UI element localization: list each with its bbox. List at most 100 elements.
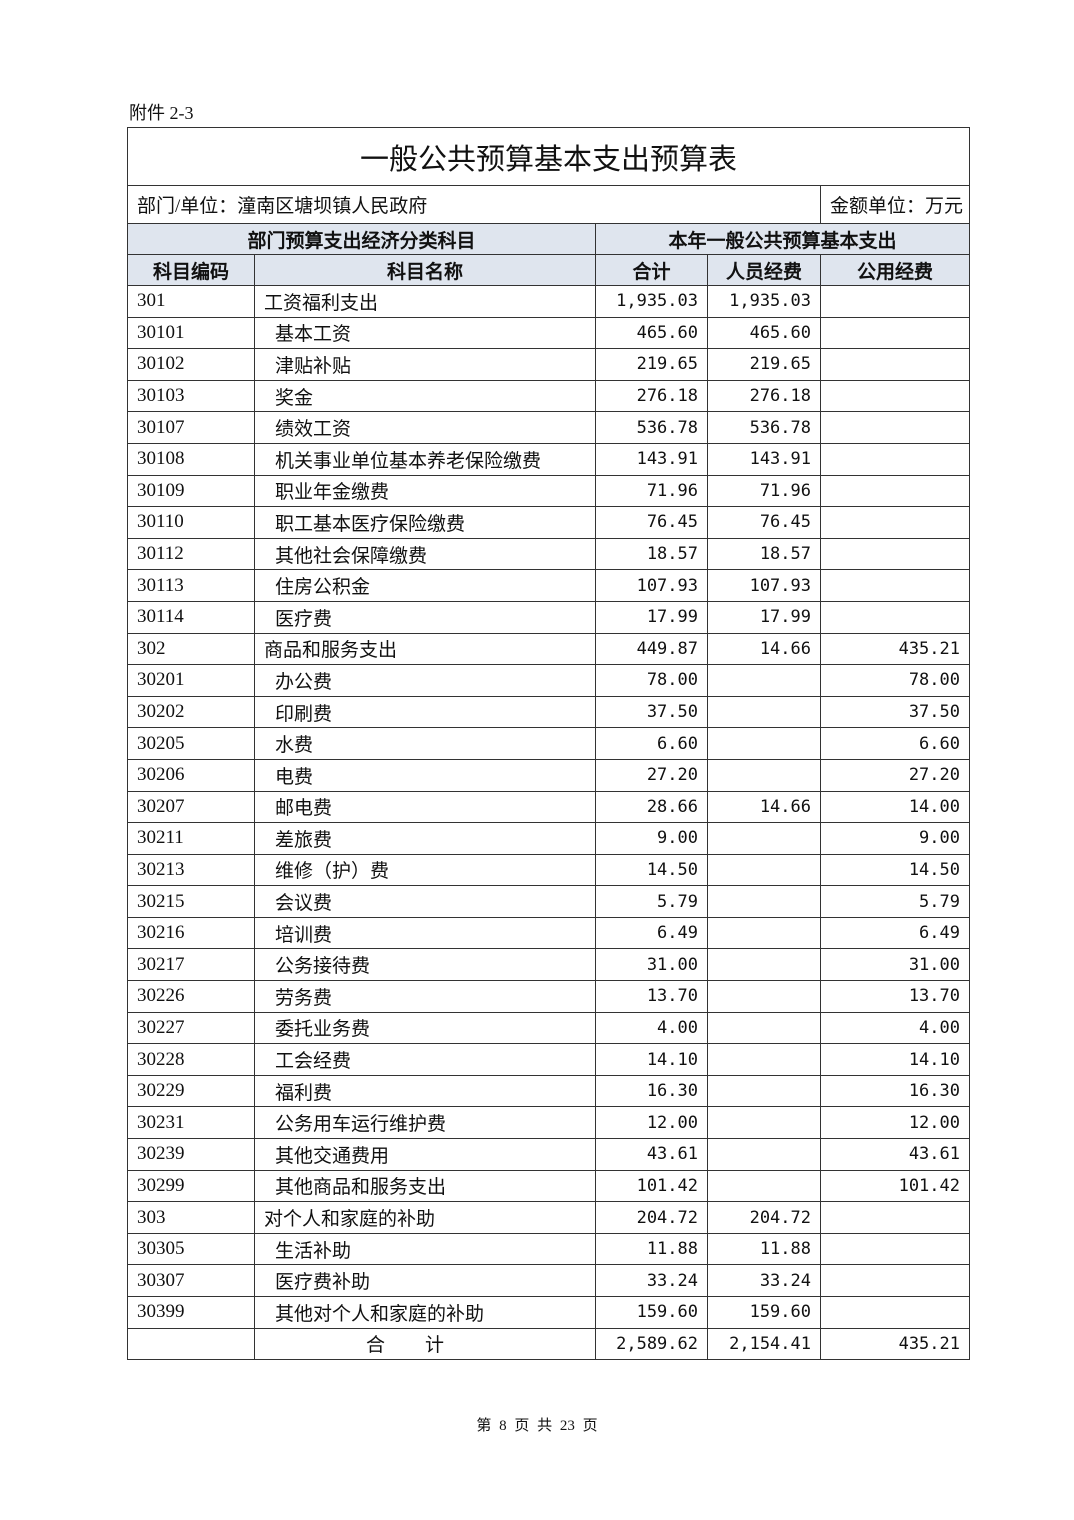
cell-public: 101.42 xyxy=(820,1169,970,1203)
cell-total: 28.66 xyxy=(595,790,708,824)
cell-code: 30217 xyxy=(127,948,255,982)
cell-public xyxy=(820,474,970,508)
cell-personnel: 14.66 xyxy=(707,632,821,666)
cell-name: 差旅费 xyxy=(254,822,596,855)
col-header-name: 科目名称 xyxy=(254,254,596,286)
table-row: 30227 委托业务费 4.00 4.00 xyxy=(127,1011,970,1045)
cell-public xyxy=(820,348,970,381)
table-row: 30307 医疗费补助 33.24 33.24 xyxy=(127,1264,970,1297)
cell-code: 30202 xyxy=(127,695,255,729)
cell-public: 14.10 xyxy=(820,1043,970,1076)
cell-code: 30305 xyxy=(127,1232,255,1266)
cell-personnel xyxy=(707,822,821,855)
table-row: 30305 生活补助 11.88 11.88 xyxy=(127,1232,970,1266)
cell-name: 维修（护）费 xyxy=(254,853,596,887)
cell-personnel: 276.18 xyxy=(707,379,821,413)
cell-personnel xyxy=(707,916,821,950)
table-row: 30205 水费 6.60 6.60 xyxy=(127,727,970,760)
cell-public: 16.30 xyxy=(820,1074,970,1108)
cell-name: 劳务费 xyxy=(254,980,596,1013)
cell-personnel: 219.65 xyxy=(707,348,821,381)
total-public: 435.21 xyxy=(820,1327,970,1360)
table-row: 30211 差旅费 9.00 9.00 xyxy=(127,822,970,855)
cell-personnel xyxy=(707,1074,821,1108)
cell-total: 27.20 xyxy=(595,758,708,792)
cell-name: 其他对个人和家庭的补助 xyxy=(254,1296,596,1329)
cell-name: 对个人和家庭的补助 xyxy=(254,1201,596,1234)
cell-code: 30110 xyxy=(127,506,255,539)
table-row: 30103 奖金 276.18 276.18 xyxy=(127,379,970,413)
cell-code: 30107 xyxy=(127,411,255,444)
cell-personnel: 11.88 xyxy=(707,1232,821,1266)
cell-name: 住房公积金 xyxy=(254,569,596,602)
total-personnel: 2,154.41 xyxy=(707,1327,821,1360)
table-row: 30207 邮电费 28.66 14.66 14.00 xyxy=(127,790,970,824)
cell-name: 奖金 xyxy=(254,379,596,413)
cell-name: 电费 xyxy=(254,758,596,792)
cell-name: 水费 xyxy=(254,727,596,760)
cell-personnel: 143.91 xyxy=(707,442,821,476)
department-label: 部门/单位：潼南区塘坝镇人民政府 xyxy=(127,185,821,224)
table-row: 30202 印刷费 37.50 37.50 xyxy=(127,695,970,729)
cell-public xyxy=(820,1264,970,1297)
cell-personnel xyxy=(707,948,821,982)
cell-personnel: 159.60 xyxy=(707,1296,821,1329)
cell-total: 14.50 xyxy=(595,853,708,887)
cell-code: 30299 xyxy=(127,1169,255,1203)
cell-personnel xyxy=(707,1106,821,1140)
table-row: 301 工资福利支出 1,935.03 1,935.03 xyxy=(127,285,970,318)
cell-name: 印刷费 xyxy=(254,695,596,729)
cell-code: 30207 xyxy=(127,790,255,824)
table-row: 30216 培训费 6.49 6.49 xyxy=(127,916,970,950)
cell-code xyxy=(127,1327,255,1360)
cell-total: 143.91 xyxy=(595,442,708,476)
cell-code: 30215 xyxy=(127,885,255,918)
cell-public: 6.60 xyxy=(820,727,970,760)
cell-public: 78.00 xyxy=(820,664,970,697)
cell-total: 536.78 xyxy=(595,411,708,444)
table-row: 30239 其他交通费用 43.61 43.61 xyxy=(127,1138,970,1171)
cell-total: 18.57 xyxy=(595,537,708,571)
cell-personnel xyxy=(707,1138,821,1171)
cell-total: 71.96 xyxy=(595,474,708,508)
table-row: 30399 其他对个人和家庭的补助 159.60 159.60 xyxy=(127,1296,970,1329)
cell-public: 14.50 xyxy=(820,853,970,887)
cell-total: 204.72 xyxy=(595,1201,708,1234)
cell-personnel xyxy=(707,980,821,1013)
unit-label: 金额单位：万元 xyxy=(820,185,970,224)
cell-total: 6.49 xyxy=(595,916,708,950)
cell-code: 301 xyxy=(127,285,255,318)
cell-public: 12.00 xyxy=(820,1106,970,1140)
cell-code: 302 xyxy=(127,632,255,666)
cell-code: 30307 xyxy=(127,1264,255,1297)
cell-public xyxy=(820,1201,970,1234)
cell-name: 生活补助 xyxy=(254,1232,596,1266)
cell-personnel: 71.96 xyxy=(707,474,821,508)
cell-personnel xyxy=(707,1169,821,1203)
cell-total: 11.88 xyxy=(595,1232,708,1266)
cell-total: 219.65 xyxy=(595,348,708,381)
cell-public xyxy=(820,569,970,602)
cell-code: 30216 xyxy=(127,916,255,950)
group-header-expenditure: 本年一般公共预算基本支出 xyxy=(595,223,970,255)
cell-code: 30399 xyxy=(127,1296,255,1329)
cell-personnel xyxy=(707,695,821,729)
cell-name: 商品和服务支出 xyxy=(254,632,596,666)
cell-total: 12.00 xyxy=(595,1106,708,1140)
cell-personnel: 18.57 xyxy=(707,537,821,571)
table-row: 30114 医疗费 17.99 17.99 xyxy=(127,600,970,634)
cell-name: 医疗费 xyxy=(254,600,596,634)
cell-total: 31.00 xyxy=(595,948,708,982)
group-header-classification: 部门预算支出经济分类科目 xyxy=(127,223,596,255)
cell-name: 培训费 xyxy=(254,916,596,950)
table-row: 30217 公务接待费 31.00 31.00 xyxy=(127,948,970,982)
cell-name: 机关事业单位基本养老保险缴费 xyxy=(254,442,596,476)
cell-total: 107.93 xyxy=(595,569,708,602)
table-row: 302 商品和服务支出 449.87 14.66 435.21 xyxy=(127,632,970,666)
cell-total: 6.60 xyxy=(595,727,708,760)
cell-code: 30229 xyxy=(127,1074,255,1108)
table-row: 303 对个人和家庭的补助 204.72 204.72 xyxy=(127,1201,970,1234)
cell-code: 30239 xyxy=(127,1138,255,1171)
cell-name: 绩效工资 xyxy=(254,411,596,444)
col-header-public: 公用经费 xyxy=(820,254,970,286)
